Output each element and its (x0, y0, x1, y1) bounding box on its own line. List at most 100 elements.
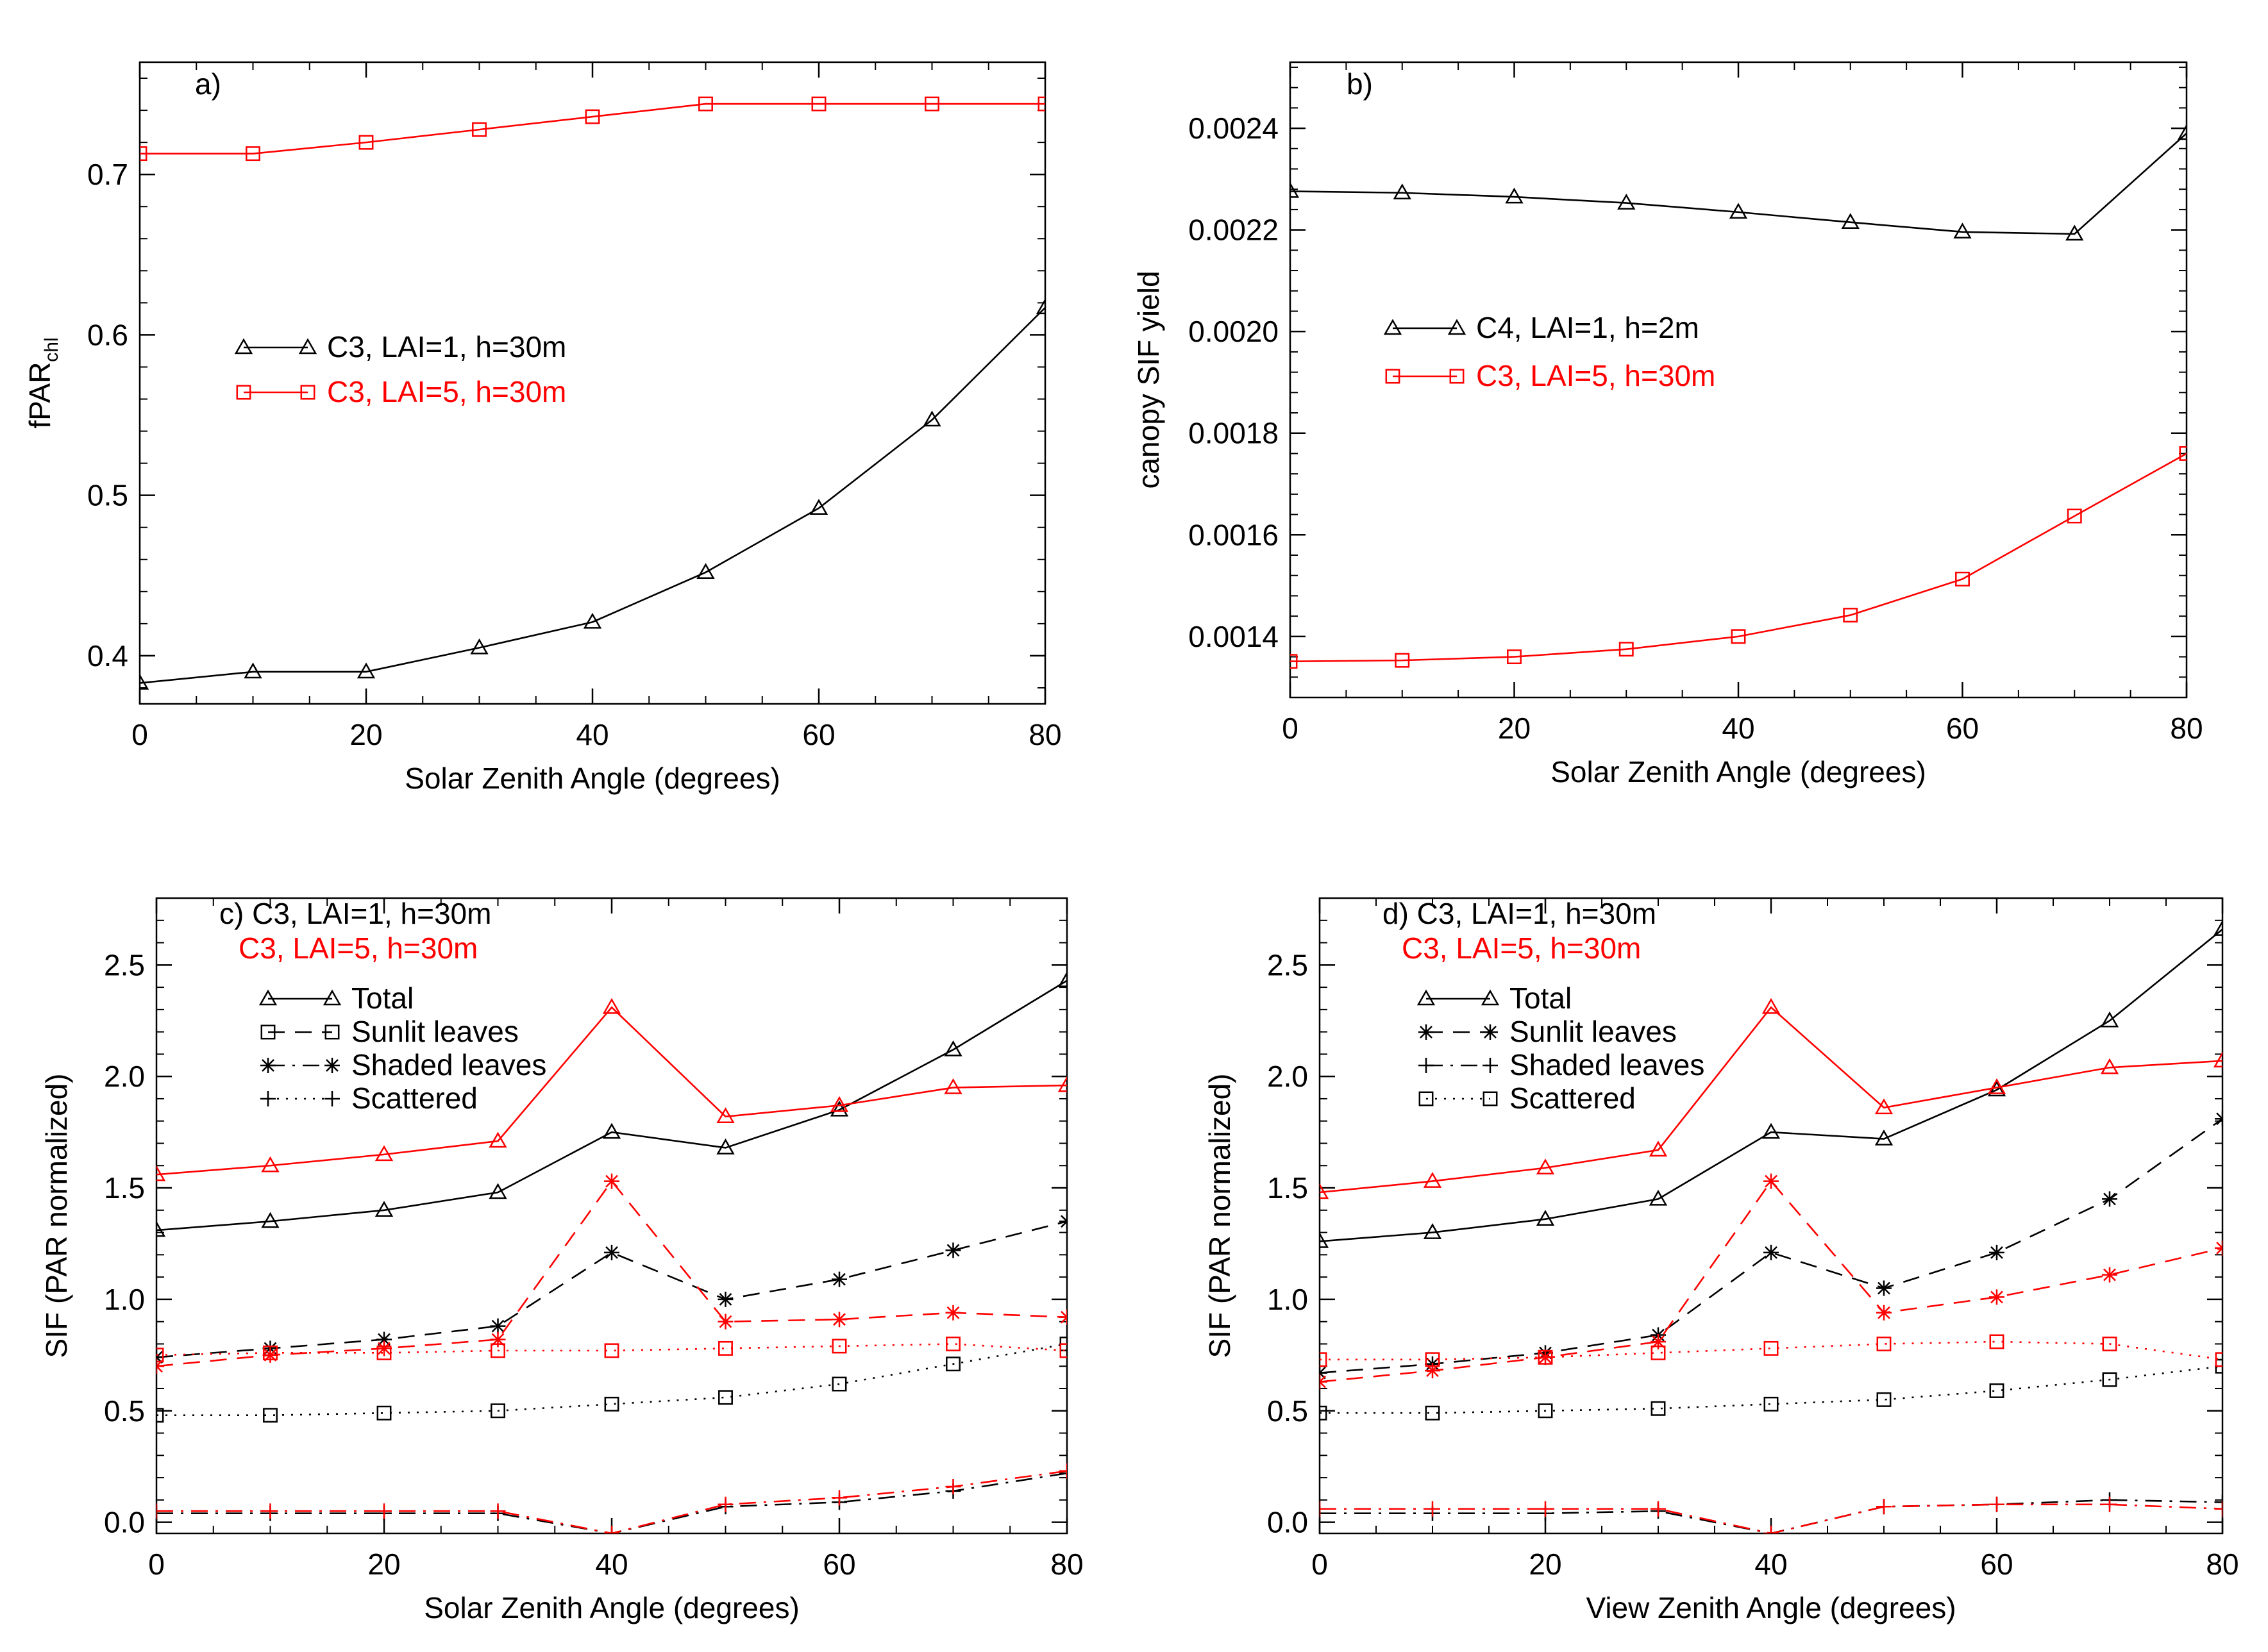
data-point (830, 1096, 849, 1112)
data-point (1876, 1499, 1892, 1515)
legend-marker (1483, 1091, 1498, 1106)
x-tick-label: 40 (1722, 712, 1754, 745)
legend-marker (234, 338, 253, 355)
y-tick-label: 1.5 (104, 1171, 145, 1205)
data-point (2215, 1501, 2222, 1517)
legend-marker (324, 1091, 340, 1106)
data-point (1320, 1231, 1329, 1248)
data-point (1618, 642, 1634, 657)
data-point (604, 1173, 619, 1189)
data-point (811, 96, 827, 112)
y-tick-label: 0.0 (104, 1506, 145, 1539)
data-point (490, 1503, 506, 1519)
legend-marker (1483, 1058, 1498, 1073)
data-point (2215, 1352, 2222, 1367)
data-point (1425, 1363, 1440, 1379)
data-point (1423, 1172, 1442, 1188)
data-point (2179, 446, 2187, 461)
x-tick-label: 40 (1754, 1548, 1787, 1581)
data-point (263, 1345, 278, 1360)
data-point (1290, 654, 1298, 669)
panel-header: c) C3, LAI=1, h=30m (219, 897, 491, 930)
y-tick-label: 2.5 (1267, 948, 1308, 981)
data-point (1761, 997, 1781, 1014)
panel-label: b) (1347, 67, 1373, 101)
series-d-2 (1320, 1111, 2222, 1381)
series-line (1320, 1503, 2222, 1533)
legend-marker (1385, 369, 1400, 384)
y-tick-label: 0.5 (104, 1394, 145, 1428)
data-point (1059, 1465, 1067, 1481)
data-point (376, 1405, 392, 1421)
data-point (2215, 1240, 2222, 1256)
data-point (2100, 1011, 2119, 1028)
data-point (1057, 971, 1067, 987)
data-point (1876, 1305, 1892, 1321)
y-tick-label: 1.0 (104, 1283, 145, 1316)
data-point (1763, 1526, 1779, 1533)
data-point (832, 1339, 847, 1354)
data-point (358, 135, 374, 150)
data-point (718, 1314, 734, 1330)
data-point (261, 1212, 280, 1228)
y-axis-label: fPAR (23, 362, 56, 429)
data-point (1874, 1130, 1894, 1146)
y-tick-label: 2.0 (104, 1060, 145, 1093)
data-point (945, 1242, 961, 1258)
data-point (1763, 1244, 1779, 1260)
data-point (357, 662, 376, 679)
legend-entry: Shaded leaves (260, 1048, 546, 1081)
series-c-3 (156, 1173, 1067, 1374)
data-point (1989, 1496, 2004, 1512)
data-point (1538, 1403, 1553, 1419)
x-tick-label: 0 (148, 1548, 165, 1581)
data-point (604, 1244, 619, 1260)
data-point (156, 1505, 164, 1521)
y-axis-label-group: SIF (PAR normalized) (40, 1074, 73, 1358)
panel-c: 0 20 40 60 80 0.0 0.5 1.0 1.5 2.0 2.5 Solar Zenith … (40, 897, 1084, 1624)
data-point (1763, 1340, 1779, 1356)
x-axis-label: View Zenith Angle (degrees) (1586, 1591, 1956, 1624)
x-tick-label: 60 (823, 1548, 855, 1581)
data-point (1320, 1183, 1329, 1199)
data-point (1057, 1076, 1067, 1092)
data-point (1649, 1189, 1668, 1206)
data-point (140, 673, 149, 690)
series-c-2 (156, 1214, 1067, 1365)
data-point (2065, 224, 2084, 241)
svg-text:SIF (PAR normalized): SIF (PAR normalized) (40, 1074, 73, 1358)
data-point (1059, 1463, 1067, 1479)
legend-marker (258, 989, 278, 1006)
series-line (156, 1343, 1067, 1417)
legend-marker (1418, 1024, 1434, 1040)
data-point (832, 1376, 847, 1392)
x-tick-label: 20 (1529, 1548, 1561, 1581)
data-point (1989, 1383, 2004, 1398)
data-point (2177, 124, 2187, 140)
x-tick-label: 20 (349, 718, 382, 751)
legend-label: C3, LAI=1, h=30m (327, 330, 566, 363)
y-axis-label: canopy SIF yield (1132, 271, 1165, 488)
y-tick-label: 2.0 (1267, 1060, 1308, 1093)
data-point (1320, 1374, 1327, 1390)
data-point (1876, 1392, 1892, 1407)
data-point (718, 1496, 734, 1512)
data-point (944, 1078, 962, 1094)
x-axis-label: Solar Zenith Angle (degrees) (1550, 755, 1926, 788)
data-point (604, 1343, 619, 1358)
data-point (491, 1403, 505, 1419)
data-point (489, 1183, 507, 1199)
data-point (1651, 1333, 1666, 1349)
panel-b: 0 20 40 60 80 0.0014 0.0016 0.0018 0.0020 0.0022 0… (1132, 61, 2203, 788)
data-point (156, 1503, 164, 1519)
data-point (261, 1156, 280, 1172)
data-point (1763, 1173, 1779, 1189)
legend-entry: Sunlit leaves (1418, 1015, 1677, 1048)
x-tick-label: 20 (1498, 712, 1531, 745)
data-point (2215, 1111, 2222, 1127)
data-point (585, 109, 600, 124)
legend-entry: Shaded leaves (1418, 1048, 1704, 1081)
data-point (376, 1331, 392, 1347)
series-d-1 (1320, 997, 2222, 1199)
series-line (1320, 1499, 2222, 1533)
